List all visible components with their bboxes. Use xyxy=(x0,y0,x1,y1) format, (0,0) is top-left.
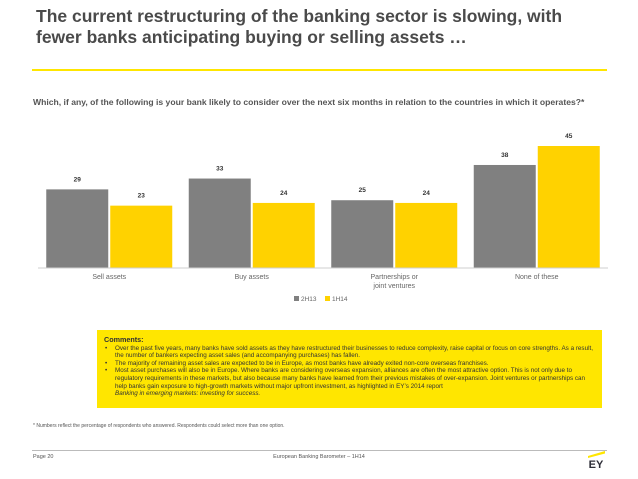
comment-bullet: Over the past five years, many banks hav… xyxy=(104,345,595,360)
data-label: 45 xyxy=(565,133,573,140)
category-label: Partnerships or xyxy=(371,274,419,281)
legend-swatch xyxy=(294,296,299,301)
bar-1h14 xyxy=(252,202,315,268)
category-label: joint ventures xyxy=(372,283,415,290)
legend-label: 1H14 xyxy=(332,296,348,303)
title-divider xyxy=(32,69,607,71)
category-label: None of these xyxy=(515,274,559,281)
bar-1h14 xyxy=(537,146,600,268)
comments-box: Comments: Over the past five years, many… xyxy=(97,330,602,408)
bar-1h14 xyxy=(110,205,173,268)
comments-heading: Comments: xyxy=(104,335,144,344)
bar-2h13 xyxy=(331,200,394,268)
bar-1h14 xyxy=(395,202,458,268)
survey-question: Which, if any, of the following is your … xyxy=(33,97,585,107)
data-label: 24 xyxy=(423,190,431,197)
data-label: 25 xyxy=(359,187,367,194)
category-label: Buy assets xyxy=(235,274,270,281)
category-label: Sell assets xyxy=(92,274,126,281)
data-label: 33 xyxy=(216,166,224,173)
bar-chart: 29 23 Sell assets 33 24 Buy assets 25 24 Partner… xyxy=(38,133,608,303)
report-title: Banking in emerging markets: investing f… xyxy=(115,390,261,398)
comment-bullet: Most asset purchases will also be in Eur… xyxy=(104,367,595,390)
footer-divider xyxy=(32,450,607,451)
comments-list: Over the past five years, many banks hav… xyxy=(104,345,595,391)
footnote: * Numbers reflect the percentage of resp… xyxy=(33,423,285,429)
legend-swatch xyxy=(325,296,330,301)
page-title: The current restructuring of the banking… xyxy=(36,6,563,47)
logo-text: EY xyxy=(589,459,604,470)
data-label: 24 xyxy=(280,190,288,197)
legend-label: 2H13 xyxy=(301,296,317,303)
data-label: 23 xyxy=(138,193,146,200)
data-label: 29 xyxy=(74,176,82,183)
footer-title: European Banking Barometer – 1H14 xyxy=(273,454,365,460)
data-label: 38 xyxy=(501,152,509,159)
ey-logo: EY xyxy=(588,451,605,470)
bar-2h13 xyxy=(188,178,251,268)
bar-2h13 xyxy=(46,189,109,268)
page-number: Page 20 xyxy=(33,454,54,460)
bar-2h13 xyxy=(473,164,536,268)
comment-bullet: The majority of remaining asset sales ar… xyxy=(104,360,595,368)
